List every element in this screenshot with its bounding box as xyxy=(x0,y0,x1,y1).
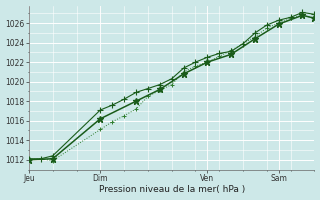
X-axis label: Pression niveau de la mer( hPa ): Pression niveau de la mer( hPa ) xyxy=(99,185,245,194)
